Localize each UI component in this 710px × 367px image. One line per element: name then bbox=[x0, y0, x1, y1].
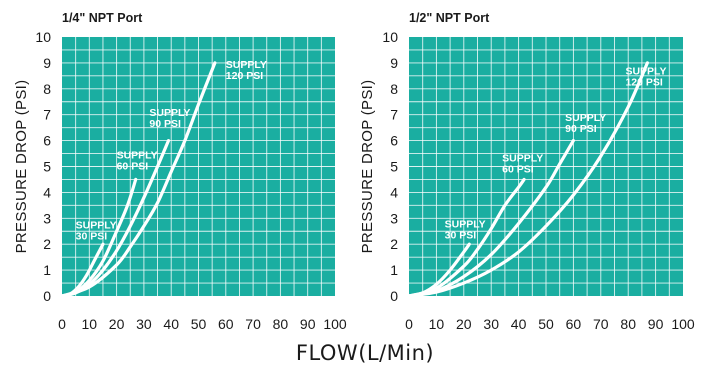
x-tick-label: 0 bbox=[405, 316, 413, 332]
x-tick-label: 90 bbox=[300, 316, 316, 332]
x-axis-label: FLOW(L/Min) bbox=[296, 341, 434, 365]
series-label: SUPPLY bbox=[149, 107, 190, 119]
y-tick-label: 5 bbox=[390, 159, 398, 175]
x-tick-label: 80 bbox=[273, 316, 289, 332]
series-label: SUPPLY bbox=[117, 150, 158, 162]
x-tick-label: 100 bbox=[323, 316, 347, 332]
x-tick-label: 80 bbox=[620, 316, 636, 332]
y-tick-label: 3 bbox=[43, 210, 51, 226]
x-tick-label: 40 bbox=[511, 316, 527, 332]
y-tick-label: 6 bbox=[390, 133, 398, 149]
x-tick-label: 30 bbox=[136, 316, 152, 332]
x-tick-label: 40 bbox=[163, 316, 179, 332]
y-tick-label: 0 bbox=[43, 288, 51, 304]
series-label: 120 PSI bbox=[226, 70, 263, 82]
series-label: 60 PSI bbox=[502, 163, 534, 175]
y-tick-label: 1 bbox=[390, 262, 398, 278]
x-tick-label: 50 bbox=[538, 316, 554, 332]
y-tick-label: 8 bbox=[390, 81, 398, 97]
series-label: SUPPLY bbox=[76, 220, 117, 232]
y-tick-label: 2 bbox=[390, 236, 398, 252]
series-label: 30 PSI bbox=[76, 231, 108, 243]
y-tick-label: 0 bbox=[390, 288, 398, 304]
chart-title: 1/4" NPT Port bbox=[62, 11, 143, 25]
y-tick-label: 4 bbox=[390, 184, 398, 200]
series-label: SUPPLY bbox=[565, 112, 606, 124]
chart-title: 1/2" NPT Port bbox=[409, 11, 490, 25]
y-tick-label: 8 bbox=[43, 81, 51, 97]
series-label: 60 PSI bbox=[117, 161, 149, 173]
y-tick-label: 7 bbox=[43, 107, 51, 123]
y-tick-label: 9 bbox=[43, 55, 51, 71]
x-tick-label: 70 bbox=[245, 316, 261, 332]
x-tick-label: 60 bbox=[566, 316, 582, 332]
y-tick-label: 5 bbox=[43, 159, 51, 175]
x-tick-label: 20 bbox=[109, 316, 125, 332]
series-label: SUPPLY bbox=[445, 218, 486, 230]
y-tick-label: 1 bbox=[43, 262, 51, 278]
x-tick-label: 10 bbox=[429, 316, 445, 332]
y-tick-label: 10 bbox=[35, 29, 51, 45]
series-label: 90 PSI bbox=[565, 123, 597, 135]
x-tick-label: 50 bbox=[191, 316, 207, 332]
y-axis-label: PRESSURE DROP (PSI) bbox=[359, 80, 376, 254]
series-label: 90 PSI bbox=[149, 118, 181, 130]
series-line-4 bbox=[60, 61, 217, 298]
y-tick-label: 4 bbox=[43, 184, 51, 200]
series-label: SUPPLY bbox=[502, 152, 543, 164]
y-tick-label: 10 bbox=[382, 29, 398, 45]
series-label: 30 PSI bbox=[445, 229, 477, 241]
x-tick-label: 60 bbox=[218, 316, 234, 332]
x-tick-label: 10 bbox=[82, 316, 98, 332]
y-tick-label: 9 bbox=[390, 55, 398, 71]
y-tick-label: 2 bbox=[43, 236, 51, 252]
x-tick-label: 100 bbox=[671, 316, 695, 332]
series-label: SUPPLY bbox=[625, 66, 666, 78]
x-tick-label: 30 bbox=[483, 316, 499, 332]
y-axis-label: PRESSURE DROP (PSI) bbox=[13, 80, 30, 254]
y-tick-label: 6 bbox=[43, 133, 51, 149]
x-tick-label: 70 bbox=[593, 316, 609, 332]
x-tick-label: 20 bbox=[456, 316, 472, 332]
series-line-2 bbox=[407, 177, 526, 298]
series-line-4 bbox=[407, 61, 649, 298]
x-tick-label: 90 bbox=[648, 316, 664, 332]
y-tick-label: 3 bbox=[390, 210, 398, 226]
series-label: SUPPLY bbox=[226, 59, 267, 71]
x-tick-label: 0 bbox=[58, 316, 66, 332]
y-tick-label: 7 bbox=[390, 107, 398, 123]
series-label: 120 PSI bbox=[625, 77, 662, 89]
